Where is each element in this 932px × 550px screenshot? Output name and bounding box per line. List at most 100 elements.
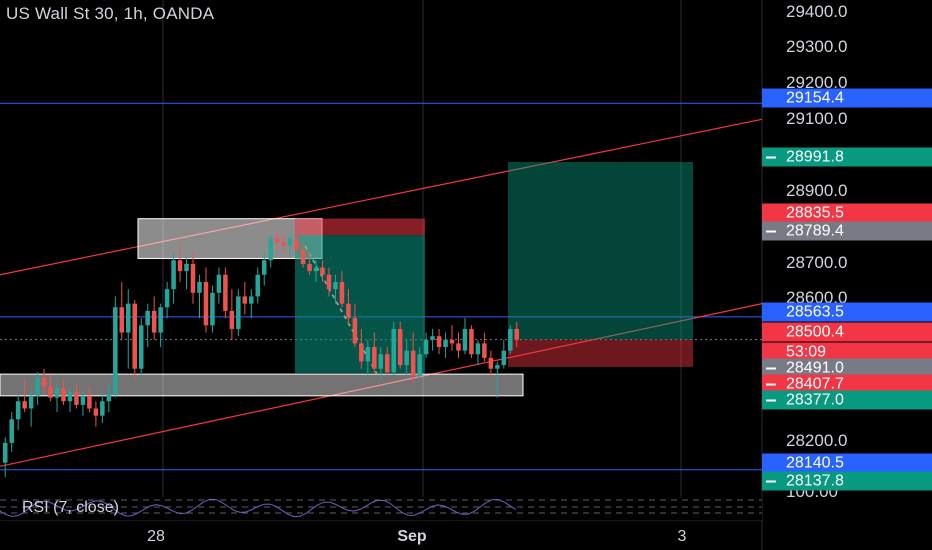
candle-body — [80, 395, 86, 405]
candle-body — [339, 281, 345, 304]
candle-body — [164, 289, 170, 308]
y-tick: 28200.0 — [786, 431, 848, 450]
price-badge: 28789.4 — [762, 221, 932, 241]
candle-body — [67, 392, 73, 402]
candle-body — [15, 401, 21, 420]
candle-body — [391, 328, 397, 373]
y-tick: 28700.0 — [786, 253, 848, 272]
candle-body — [378, 354, 384, 369]
candle-body — [35, 377, 40, 396]
candle-body — [106, 394, 112, 402]
candle-body — [41, 377, 47, 387]
price-badge-value: 28137.8 — [786, 472, 844, 490]
candle-body — [281, 242, 286, 246]
candle-body — [495, 365, 500, 369]
price-badge-value: 28789.4 — [786, 222, 844, 240]
candle-body — [2, 442, 8, 463]
price-badge-value: 28991.8 — [786, 148, 844, 166]
dash-marker — [766, 156, 776, 159]
candle-body — [326, 274, 332, 290]
price-badge: 28377.0 — [762, 390, 932, 410]
candle-body — [210, 292, 215, 326]
candle-body — [287, 238, 293, 246]
price-badge: 28491.0 — [762, 358, 932, 378]
candle-body — [203, 281, 209, 326]
candle-body — [482, 343, 487, 358]
rsi-line — [0, 498, 517, 518]
candle-body — [171, 260, 176, 290]
candle-body — [22, 401, 27, 409]
candle-body — [313, 267, 319, 272]
y-tick: 28600.0 — [786, 288, 848, 307]
x-tick-28: 28 — [147, 528, 165, 545]
candle-body — [242, 296, 248, 304]
candle-body — [151, 310, 157, 333]
trade-path-line — [304, 245, 379, 377]
candle-body — [397, 328, 403, 366]
price-badge: 28835.5 — [762, 203, 932, 223]
price-badge: 29154.4 — [762, 88, 932, 108]
price-badge-value: 28491.0 — [786, 359, 844, 377]
candle-body — [423, 339, 429, 355]
candle-body — [514, 328, 520, 340]
candle-body — [456, 343, 461, 351]
candle-body — [404, 350, 409, 366]
y-tick: 29100.0 — [786, 109, 848, 128]
candle-body — [184, 263, 189, 272]
y-tick: 29300.0 — [786, 37, 848, 56]
candle-body — [119, 307, 125, 333]
candle-body — [236, 296, 241, 329]
price-badge-value: 28140.5 — [786, 454, 844, 472]
price-badge: 28140.5 — [762, 453, 932, 473]
candle-body — [93, 408, 99, 416]
price-badge: 28407.7 — [762, 374, 932, 394]
rsi-pane — [0, 497, 762, 520]
candle-body — [261, 260, 267, 275]
candle-body — [307, 263, 312, 272]
support-zone-box — [0, 373, 524, 397]
candle-body — [359, 343, 364, 362]
candle-body — [48, 386, 53, 398]
candle-body — [197, 281, 202, 293]
candle-body — [372, 347, 377, 369]
candle-body — [384, 354, 390, 373]
candle-body — [87, 395, 92, 409]
candle-body — [274, 238, 280, 243]
dash-marker — [766, 399, 776, 402]
candle-body — [352, 318, 358, 344]
candle-body — [346, 303, 351, 319]
dash-marker — [766, 367, 776, 370]
candle-body — [436, 336, 442, 348]
candle-body — [28, 395, 34, 409]
candle-body — [125, 303, 131, 333]
candle-body — [333, 281, 338, 290]
candle-body — [9, 419, 14, 443]
candle-body — [365, 347, 371, 362]
candle-body — [54, 388, 60, 398]
price-badge-value: 28835.5 — [786, 204, 844, 222]
price-badge-value: 53:09 — [786, 343, 827, 361]
candle-body — [410, 350, 416, 376]
x-tick-sep: Sep — [397, 528, 427, 545]
chart-title: US Wall St 30, 1h, OANDA — [6, 4, 215, 23]
rsi-indicator-label[interactable]: RSI (7, close) — [22, 499, 119, 516]
long-target-zone — [508, 162, 693, 340]
candle-body — [294, 238, 299, 250]
candle-body — [223, 274, 228, 311]
candle-body — [443, 339, 448, 348]
candle-body — [100, 401, 105, 416]
candle-body — [158, 307, 163, 333]
y-tick: 29400.0 — [786, 2, 848, 21]
price-badge: 28563.5 — [762, 302, 932, 322]
dash-marker — [766, 383, 776, 386]
candle-body — [132, 303, 138, 369]
candle-body — [475, 343, 481, 355]
candle-body — [449, 339, 455, 344]
candle-body — [268, 238, 273, 261]
price-badge-value: 28377.0 — [786, 391, 844, 409]
price-badge-value: 28500.4 — [786, 323, 844, 341]
candle-body — [320, 267, 325, 275]
candle-body — [113, 307, 118, 395]
candle-body — [300, 249, 306, 264]
